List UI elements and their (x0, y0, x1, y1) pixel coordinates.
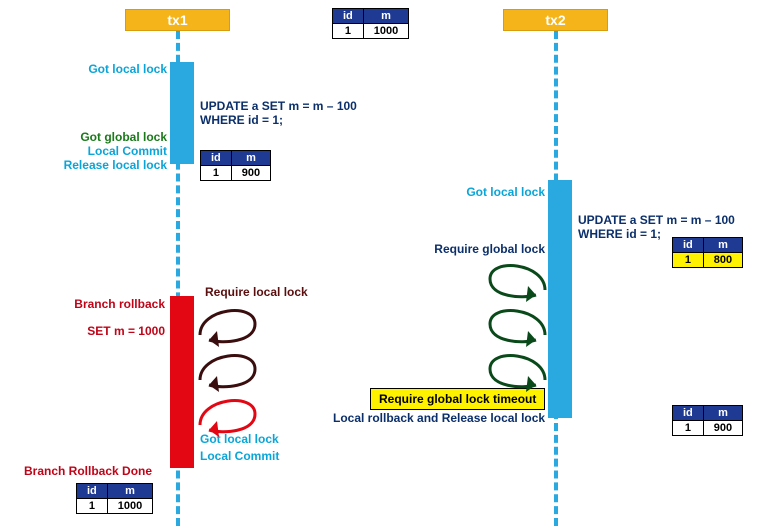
retry-arrow-tx1-2 (195, 345, 275, 395)
lbl-release-local-lock: Release local lock (59, 158, 167, 172)
retry-arrow-tx1-3 (195, 390, 275, 440)
table-after-tx2: idm 1800 (672, 237, 743, 268)
tx2-block (548, 180, 572, 418)
table-done: idm 11000 (76, 483, 153, 514)
lbl-got-local-lock: Got local lock (82, 62, 167, 76)
cell-id: 1 (333, 24, 364, 39)
tx1-header: tx1 (125, 9, 230, 31)
lbl-branch-rollback-done: Branch Rollback Done (24, 464, 152, 478)
lbl-local-commit: Local Commit (68, 144, 167, 158)
tx2-title: tx2 (545, 12, 565, 28)
tx1-block1 (170, 62, 194, 164)
col-id: id (333, 9, 364, 24)
lbl-update1-line2: WHERE id = 1; (200, 113, 283, 127)
lbl-tx2-update-line1: UPDATE a SET m = m – 100 (578, 213, 735, 227)
table-tx2-rollback: idm 1900 (672, 405, 743, 436)
tx1-block-red (170, 296, 194, 468)
lbl-branch-rollback: Branch rollback (55, 297, 165, 311)
retry-arrow-tx2-2 (470, 300, 550, 350)
retry-arrow-tx1-1 (195, 300, 275, 350)
tx2-header: tx2 (503, 9, 608, 31)
col-m: m (363, 9, 408, 24)
lbl-set-m-1000: SET m = 1000 (55, 324, 165, 338)
lbl-require-local-lock: Require local lock (205, 285, 308, 299)
lbl-local-commit2: Local Commit (200, 449, 279, 463)
table-initial: idm 11000 (332, 8, 409, 39)
retry-arrow-tx2-3 (470, 345, 550, 395)
lbl-local-rollback-release: Local rollback and Release local lock (333, 411, 545, 425)
lbl-got-global-lock: Got global lock (75, 130, 167, 144)
lbl-tx2-got-local-lock: Got local lock (460, 185, 545, 199)
cell-m: 1000 (363, 24, 408, 39)
lbl-tx2-update-line2: WHERE id = 1; (578, 227, 661, 241)
table-after-tx1: idm 1900 (200, 150, 271, 181)
tx1-title: tx1 (167, 12, 187, 28)
retry-arrow-tx2-1 (470, 255, 550, 305)
lbl-require-global-lock: Require global lock (420, 242, 545, 256)
lbl-update1-line1: UPDATE a SET m = m – 100 (200, 99, 357, 113)
